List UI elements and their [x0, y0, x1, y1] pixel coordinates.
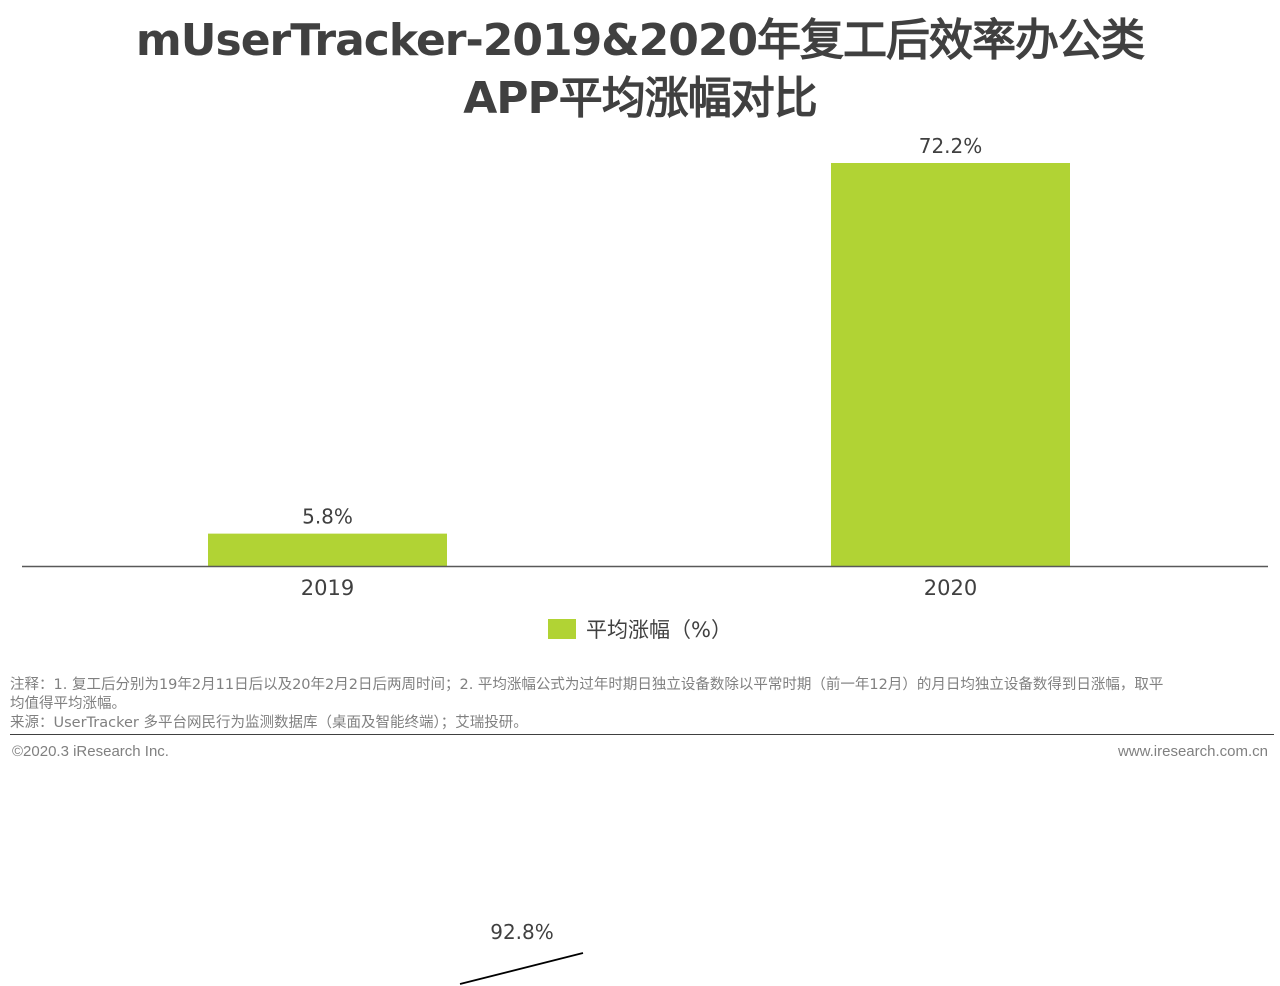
note-line-2: 均值得平均涨幅。 [10, 696, 126, 712]
x-tick-label-2019: 2019 [301, 576, 354, 600]
data-label-2019: 5.8% [302, 505, 353, 529]
chart-title-line-2: APP平均涨幅对比 [463, 73, 818, 124]
data-label-2020: 72.2% [919, 134, 983, 158]
note-line-1: 注释：1. 复工后分别为19年2月11日后以及20年2月2日后两周时间；2. 平… [10, 677, 1164, 693]
legend-label: 平均涨幅（%） [586, 618, 732, 642]
bar-2019 [208, 533, 447, 566]
fragment-data-label: 92.8% [490, 920, 554, 944]
chart-notes: 注释：1. 复工后分别为19年2月11日后以及20年2月2日后两周时间；2. 平… [10, 676, 1272, 733]
legend-swatch [548, 619, 577, 639]
fragment-line [459, 952, 584, 985]
copyright-text: ©2020.3 iResearch Inc. [12, 743, 169, 760]
bar-chart: 5.8% 2019 72.2% 2020 [22, 134, 1268, 600]
chart-legend: 平均涨幅（%） [0, 614, 1280, 644]
chart-title: mUserTracker-2019&2020年复工后效率办公类 APP平均涨幅对… [0, 12, 1280, 128]
website-url: www.iresearch.com.cn [1117, 743, 1268, 760]
x-tick-label-2020: 2020 [924, 576, 977, 600]
bar-2020 [831, 163, 1070, 566]
footer-divider [10, 734, 1274, 735]
source-line: 来源：UserTracker 多平台网民行为监测数据库（桌面及智能终端）；艾瑞投… [10, 715, 528, 731]
overlapping-chart-fragment: 92.8% [459, 920, 584, 985]
chart-title-line-1: mUserTracker-2019&2020年复工后效率办公类 [135, 15, 1145, 66]
